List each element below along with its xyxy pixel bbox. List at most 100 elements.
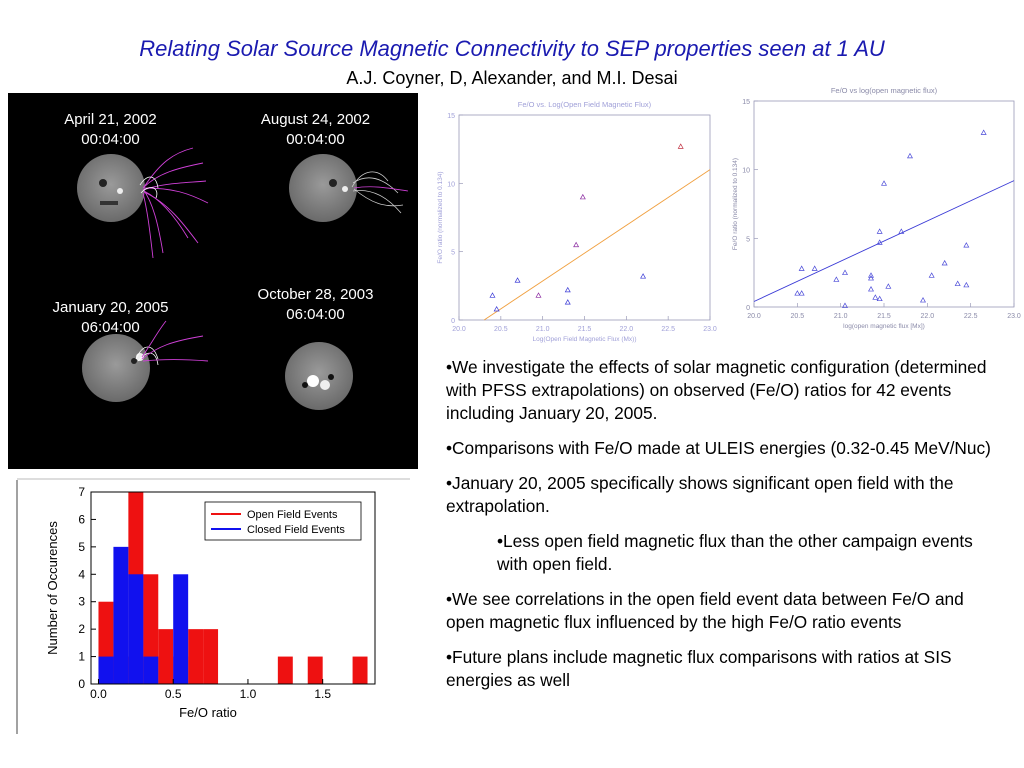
event-panel-aug-2002: August 24, 2002 00:04:00 (213, 93, 418, 281)
x-axis-label: Log(Open Field Magnetic Flux (Mx)) (532, 336, 636, 343)
histogram-bar (143, 656, 159, 684)
event-panel-jan-2005: January 20, 2005 06:04:00 (8, 281, 213, 469)
x-tick-label: 23.0 (1007, 313, 1021, 320)
data-point (514, 277, 521, 283)
data-point (876, 239, 883, 245)
x-tick-label: 22.0 (620, 326, 634, 333)
data-point (881, 180, 887, 186)
chart-title: Fe/O vs log(open magnetic flux) (831, 86, 938, 95)
x-tick-label: 23.0 (703, 326, 717, 333)
x-tick-label: 0.5 (165, 687, 182, 701)
data-point (928, 272, 935, 278)
event-panel-apr-2002: April 21, 2002 00:04:00 (8, 93, 213, 281)
data-point (842, 302, 848, 308)
data-point (794, 290, 801, 296)
histogram-bar (173, 574, 189, 684)
data-point (798, 265, 805, 271)
x-tick-label: 20.5 (791, 313, 805, 320)
data-point (980, 129, 987, 135)
event-date: January 20, 2005 (52, 299, 169, 316)
data-point (963, 242, 970, 248)
x-tick-label: 20.0 (747, 313, 761, 320)
y-tick-label: 10 (447, 181, 455, 188)
data-point (954, 280, 961, 286)
event-time: 06:04:00 (286, 306, 345, 323)
y-axis-label: Fe/O ratio (normalized to 0.134) (437, 171, 444, 263)
histogram-bar (98, 656, 114, 684)
sun-magnetogram-image (77, 147, 209, 259)
event-date: April 21, 2002 (64, 111, 157, 128)
data-point (872, 294, 879, 300)
y-tick-label: 4 (78, 567, 85, 581)
legend-label: Open Field Events (247, 509, 338, 521)
data-point (579, 193, 586, 200)
data-point (640, 273, 647, 279)
data-point (564, 286, 571, 293)
data-point (489, 292, 496, 298)
event-date: October 28, 2003 (257, 286, 374, 303)
bullet-item: •Future plans include magnetic flux comp… (446, 647, 952, 690)
y-tick-label: 7 (78, 485, 85, 499)
data-point (868, 272, 874, 278)
data-point (677, 143, 684, 149)
event-date: August 24, 2002 (260, 111, 371, 128)
plot-frame (458, 114, 711, 321)
data-point (842, 269, 848, 275)
y-axis-label: Number of Occurences (45, 521, 60, 655)
event-time: 00:04:00 (81, 131, 140, 148)
plot-frame (753, 100, 1015, 308)
bullet-item: •Comparisons with Fe/O made at ULEIS ene… (446, 438, 991, 458)
y-tick-label: 2 (78, 622, 85, 636)
x-tick-label: 20.5 (494, 326, 508, 333)
histogram-bar (307, 656, 323, 684)
data-point (798, 290, 805, 296)
event-label: January 20, 2005 06:04:00 (8, 298, 213, 338)
y-tick-label: 1 (78, 650, 85, 664)
x-tick-label: 1.0 (240, 687, 257, 701)
x-axis-label: Fe/O ratio (179, 705, 237, 720)
data-point (833, 276, 840, 282)
data-point (907, 152, 913, 159)
data-point (920, 297, 926, 303)
bullet-list: •We investigate the effects of solar mag… (446, 356, 991, 704)
x-tick-label: 22.5 (661, 326, 675, 333)
y-tick-label: 5 (78, 540, 85, 554)
y-tick-label: 0 (746, 305, 750, 312)
y-axis-label: Fe/O ratio (normalized to 0.134) (732, 158, 739, 250)
data-point (885, 283, 892, 289)
data-point (963, 281, 970, 288)
x-tick-label: 21.5 (877, 313, 891, 320)
event-time: 00:04:00 (286, 131, 345, 148)
y-tick-label: 10 (742, 168, 750, 175)
x-tick-label: 20.0 (452, 326, 466, 333)
bullet-item: •We see correlations in the open field e… (446, 589, 964, 632)
legend-label: Closed Field Events (247, 524, 345, 536)
y-tick-label: 5 (451, 250, 455, 257)
chart-title: Fe/O vs. Log(Open Field Magnetic Flux) (518, 100, 652, 109)
x-tick-label: 21.0 (834, 313, 848, 320)
histogram-bar (203, 629, 219, 684)
page-title: Relating Solar Source Magnetic Connectiv… (139, 36, 885, 61)
fe-o-histogram: 0 1 2 3 4 5 6 7 0.0 0.5 1.0 1.5 Fe/O ratio Number of … (16, 478, 410, 734)
y-tick-label: 6 (78, 512, 85, 526)
sun-magnetogram-image (289, 154, 409, 222)
histogram-bar (128, 574, 144, 684)
event-time: 06:04:00 (81, 319, 140, 336)
data-point (876, 295, 883, 302)
plot-frame (90, 491, 376, 685)
histogram-bar (188, 629, 204, 684)
data-point (876, 228, 883, 234)
data-point (941, 259, 948, 266)
x-axis-label: log(open magnetic flux [Mx]) (843, 323, 925, 330)
event-panel-oct-2003: October 28, 2003 06:04:00 (213, 281, 418, 469)
x-tick-label: 22.5 (964, 313, 978, 320)
sun-magnetogram-image (285, 342, 353, 410)
sun-magnetogram-image (82, 320, 209, 402)
event-label: August 24, 2002 00:04:00 (213, 110, 418, 150)
data-point (868, 275, 874, 281)
histogram-bar (113, 546, 129, 684)
y-tick-label: 0 (78, 677, 85, 691)
scatter-plot-open-flux-all: Fe/O vs log(open magnetic flux) 20.0 20.5 2… (732, 86, 1021, 330)
x-tick-label: 21.5 (578, 326, 592, 333)
y-tick-label: 15 (447, 113, 455, 120)
